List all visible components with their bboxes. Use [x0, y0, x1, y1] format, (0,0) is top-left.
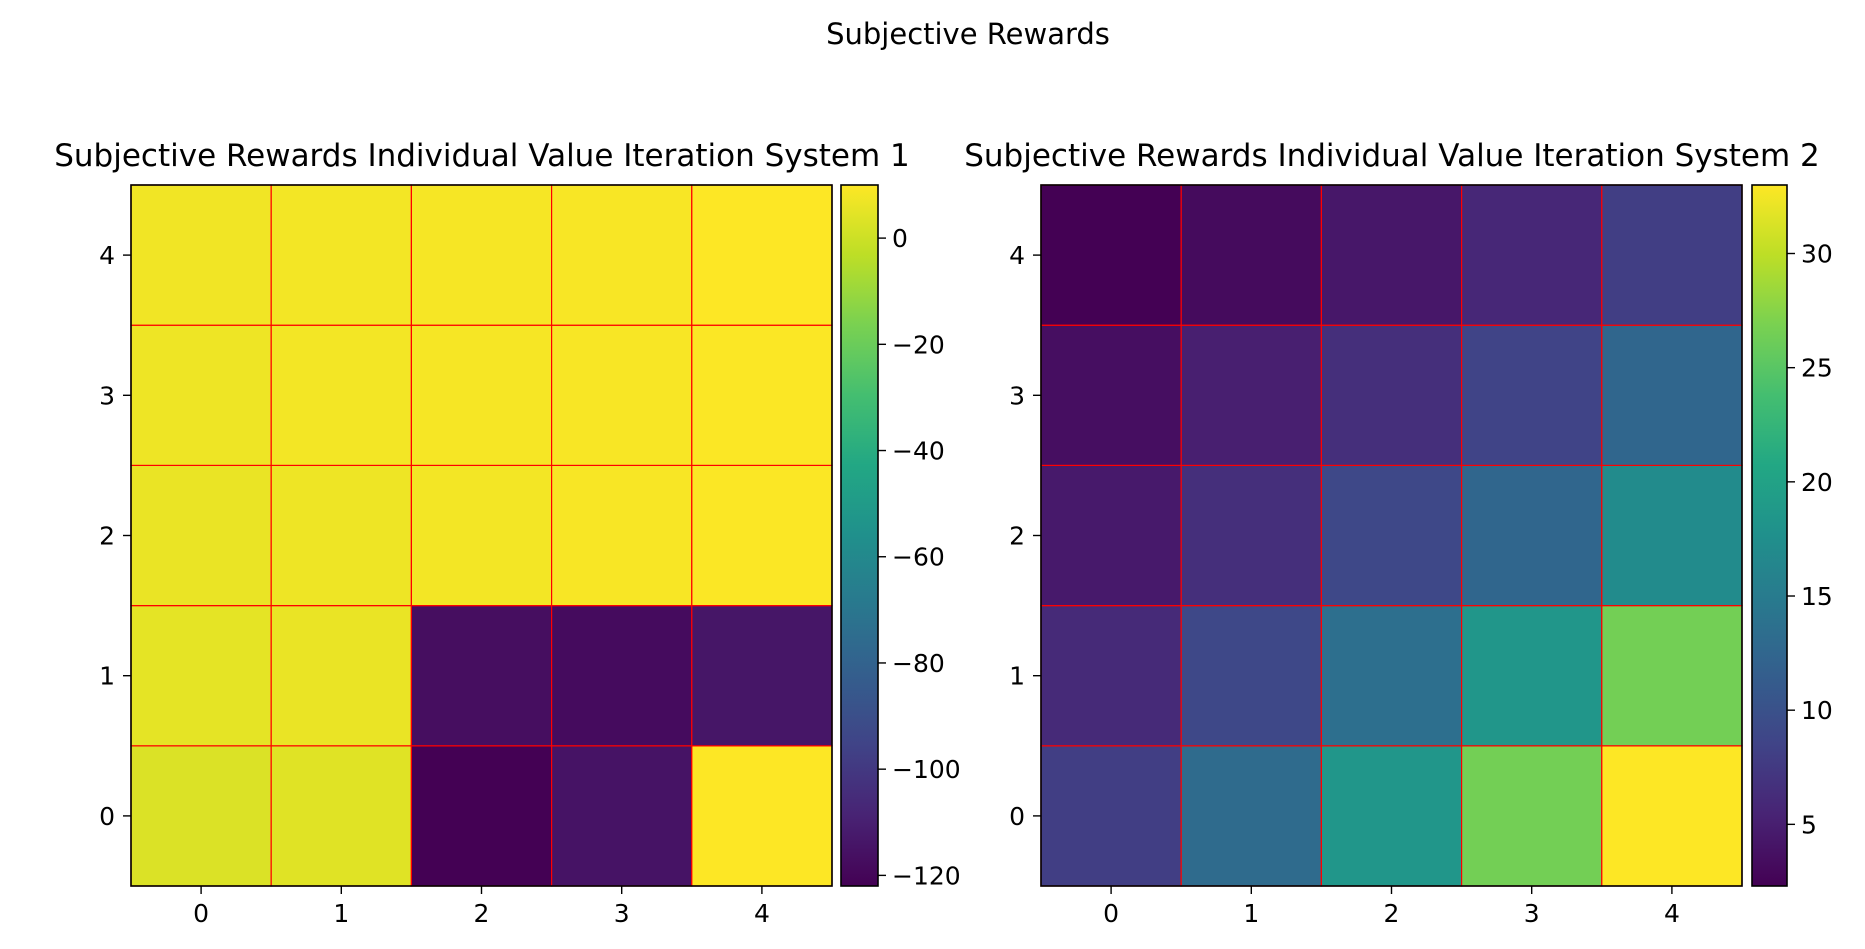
colorbar-tick-label: −60: [892, 543, 945, 572]
colorbar-tick-label: −120: [892, 861, 961, 890]
heatmap-cell-0-3: [130, 324, 272, 467]
heatmap-panel-system-2: Subjective Rewards Individual Value Iter…: [964, 138, 1833, 928]
heatmap-cell-4-0: [1601, 745, 1743, 887]
x-tick-label: 4: [754, 899, 770, 928]
y-tick-label: 4: [99, 241, 115, 270]
heatmap-cell-0-2: [130, 464, 272, 607]
heatmap-cell-4-4: [1601, 184, 1743, 326]
heatmap-cell-0-0: [130, 745, 272, 887]
heatmap-cell-2-2: [1320, 464, 1463, 607]
heatmap-cell-1-0: [270, 745, 413, 887]
heatmap-cell-1-4: [270, 184, 413, 326]
colorbar-tick-label: 5: [1801, 810, 1817, 839]
heatmap-cell-3-3: [1460, 324, 1603, 467]
heatmap-cell-2-0: [410, 745, 553, 887]
colorbar-tick-label: −100: [892, 755, 961, 784]
panel-title: Subjective Rewards Individual Value Iter…: [964, 138, 1820, 174]
heatmap-cell-4-2: [691, 464, 833, 607]
heatmap-cell-1-1: [1180, 604, 1322, 747]
heatmap-cell-3-0: [550, 745, 693, 887]
y-tick-label: 2: [99, 522, 115, 551]
colorbar-tick-label: 0: [892, 224, 908, 253]
heatmap-cell-4-1: [1601, 604, 1743, 747]
heatmap-cell-2-3: [1320, 324, 1463, 467]
heatmap-cell-0-2: [1040, 464, 1182, 607]
colorbar-tick-label: 20: [1801, 468, 1833, 497]
y-tick-label: 3: [1009, 381, 1025, 410]
heatmap-cell-2-1: [1320, 604, 1463, 747]
colorbar-tick-label: −80: [892, 649, 945, 678]
x-tick-label: 4: [1664, 899, 1680, 928]
heatmap-cell-3-2: [550, 464, 693, 607]
heatmap-cell-0-4: [130, 184, 272, 326]
y-tick-label: 3: [99, 381, 115, 410]
heatmap-cell-1-2: [1180, 464, 1322, 607]
colorbar: [1751, 184, 1788, 887]
heatmap-cell-4-2: [1601, 464, 1743, 607]
colorbar-tick-label: 30: [1801, 240, 1833, 269]
colorbar-tick-label: 10: [1801, 696, 1833, 725]
heatmap-cell-4-3: [691, 324, 833, 467]
x-tick-label: 2: [474, 899, 490, 928]
heatmap-cell-2-0: [1320, 745, 1463, 887]
heatmap-cell-1-1: [270, 604, 413, 747]
colorbar-tick-label: 25: [1801, 354, 1833, 383]
x-tick-label: 3: [1524, 899, 1540, 928]
heatmap-cell-2-4: [1320, 184, 1463, 326]
heatmap-cell-1-3: [1180, 324, 1322, 467]
y-tick-label: 0: [1009, 802, 1025, 831]
heatmap-cell-4-4: [691, 184, 833, 326]
heatmap-cell-4-0: [691, 745, 833, 887]
y-tick-label: 1: [1009, 662, 1025, 691]
heatmap-cell-1-2: [270, 464, 413, 607]
y-tick-label: 4: [1009, 241, 1025, 270]
heatmap-cell-2-2: [410, 464, 553, 607]
heatmap-cell-0-3: [1040, 324, 1182, 467]
figure-suptitle: Subjective Rewards: [826, 17, 1110, 51]
heatmap-cell-2-3: [410, 324, 553, 467]
x-tick-label: 2: [1384, 899, 1400, 928]
y-tick-label: 0: [99, 802, 115, 831]
heatmap-cell-0-4: [1040, 184, 1182, 326]
heatmap-cell-3-1: [550, 604, 693, 747]
heatmap-cell-0-1: [130, 604, 272, 747]
y-tick-label: 2: [1009, 522, 1025, 551]
heatmap-cell-1-3: [270, 324, 413, 467]
heatmap-cell-3-3: [550, 324, 693, 467]
x-tick-label: 0: [1103, 899, 1119, 928]
x-tick-label: 1: [333, 899, 349, 928]
colorbar: [840, 184, 879, 887]
x-tick-label: 3: [614, 899, 630, 928]
heatmap-cell-4-1: [691, 604, 833, 747]
colorbar-tick-label: −40: [892, 437, 945, 466]
heatmap-cell-1-4: [1180, 184, 1322, 326]
heatmap-cell-3-1: [1460, 604, 1603, 747]
heatmap-cell-1-0: [1180, 745, 1322, 887]
heatmap-cell-2-4: [410, 184, 553, 326]
heatmap-cell-0-0: [1040, 745, 1182, 887]
heatmap-cell-3-0: [1460, 745, 1603, 887]
colorbar-tick-label: 15: [1801, 582, 1833, 611]
heatmap-cell-0-1: [1040, 604, 1182, 747]
heatmap-cell-3-2: [1460, 464, 1603, 607]
x-tick-label: 1: [1243, 899, 1259, 928]
colorbar-tick-label: −20: [892, 330, 945, 359]
x-tick-label: 0: [193, 899, 209, 928]
heatmap-cell-2-1: [410, 604, 553, 747]
heatmap-cell-3-4: [1460, 184, 1603, 326]
panel-title: Subjective Rewards Individual Value Iter…: [54, 138, 910, 174]
y-tick-label: 1: [99, 662, 115, 691]
heatmap-cell-4-3: [1601, 324, 1743, 467]
heatmap-cell-3-4: [550, 184, 693, 326]
heatmap-panel-system-1: Subjective Rewards Individual Value Iter…: [54, 138, 960, 928]
